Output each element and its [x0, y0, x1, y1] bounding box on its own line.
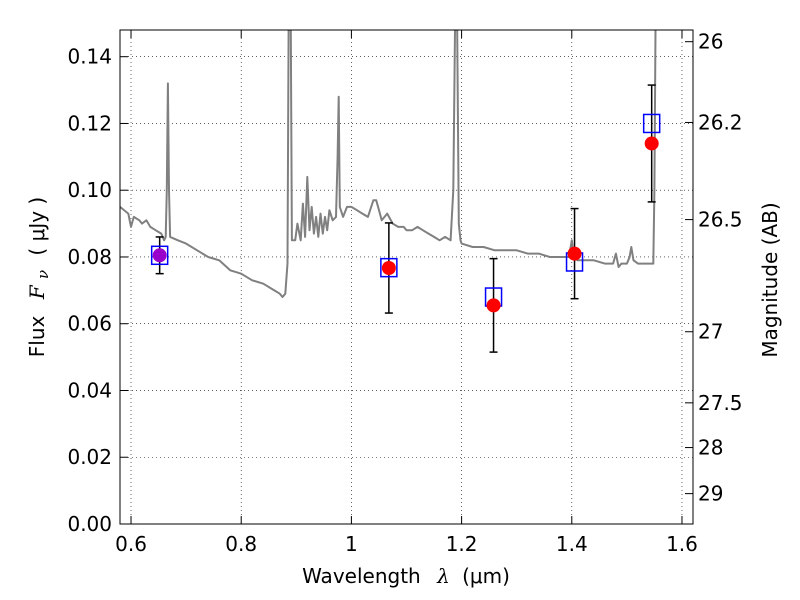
x-tick-label: 1.4 — [556, 532, 588, 556]
y2-tick-label: 26.5 — [698, 208, 743, 232]
y-axis-label-symbol: F — [25, 284, 49, 300]
plot-frame — [119, 29, 694, 525]
y-tick-label: 0.02 — [67, 445, 112, 469]
y-axis-label-unit: ( μJy ) — [25, 197, 49, 256]
observed-point — [567, 246, 582, 261]
x-axis-label-unit: (μm) — [462, 564, 510, 588]
y-axis-label-text: Flux — [25, 315, 49, 357]
y-tick-label: 0.08 — [67, 245, 112, 269]
y2-tick-label: 26.2 — [698, 110, 743, 134]
plot-area — [120, 30, 661, 353]
y-tick-label: 0.04 — [67, 378, 112, 402]
y2-tick-label: 28 — [698, 436, 723, 460]
y-axis-label: Flux F ν ( μJy ) — [25, 197, 53, 357]
observed-point — [152, 248, 167, 263]
x-axis-label-text: Wavelength — [302, 564, 421, 588]
y-tick-label: 0.06 — [67, 312, 112, 336]
y-tick-label: 0.00 — [67, 512, 112, 536]
y-axis-label-subscript: ν — [34, 270, 52, 279]
y2-tick-label: 27 — [698, 320, 723, 344]
y2-tick-label: 29 — [698, 482, 723, 506]
y-tick-label: 0.12 — [67, 111, 112, 135]
model-photometry-square — [380, 257, 398, 278]
x-tick-label: 1.2 — [446, 532, 478, 556]
x-axis-label: Wavelength λ (μm) — [302, 564, 510, 588]
x-tick-label: 0.6 — [115, 532, 147, 556]
axes: 0.6 0.8 1 1.2 1.4 1.6 0.00 0.02 0.04 0.06 0.08 0.10… — [67, 30, 742, 556]
model-photometry-square — [150, 245, 169, 266]
x-tick-label: 1 — [345, 532, 358, 556]
y2-tick-label: 26 — [698, 30, 723, 54]
y-tick-label: 0.14 — [67, 45, 112, 69]
x-tick-label: 1.6 — [666, 532, 698, 556]
observed-point — [381, 260, 396, 275]
model-photometry-square — [642, 113, 661, 134]
y-tick-label: 0.10 — [67, 178, 112, 202]
y2-axis-label: Magnitude (AB) — [758, 202, 782, 357]
observed-point — [486, 298, 501, 313]
y2-tick-label: 27.5 — [698, 391, 743, 415]
observed-point — [644, 136, 659, 151]
x-tick-label: 0.8 — [225, 532, 257, 556]
x-axis-label-symbol: λ — [436, 564, 450, 588]
